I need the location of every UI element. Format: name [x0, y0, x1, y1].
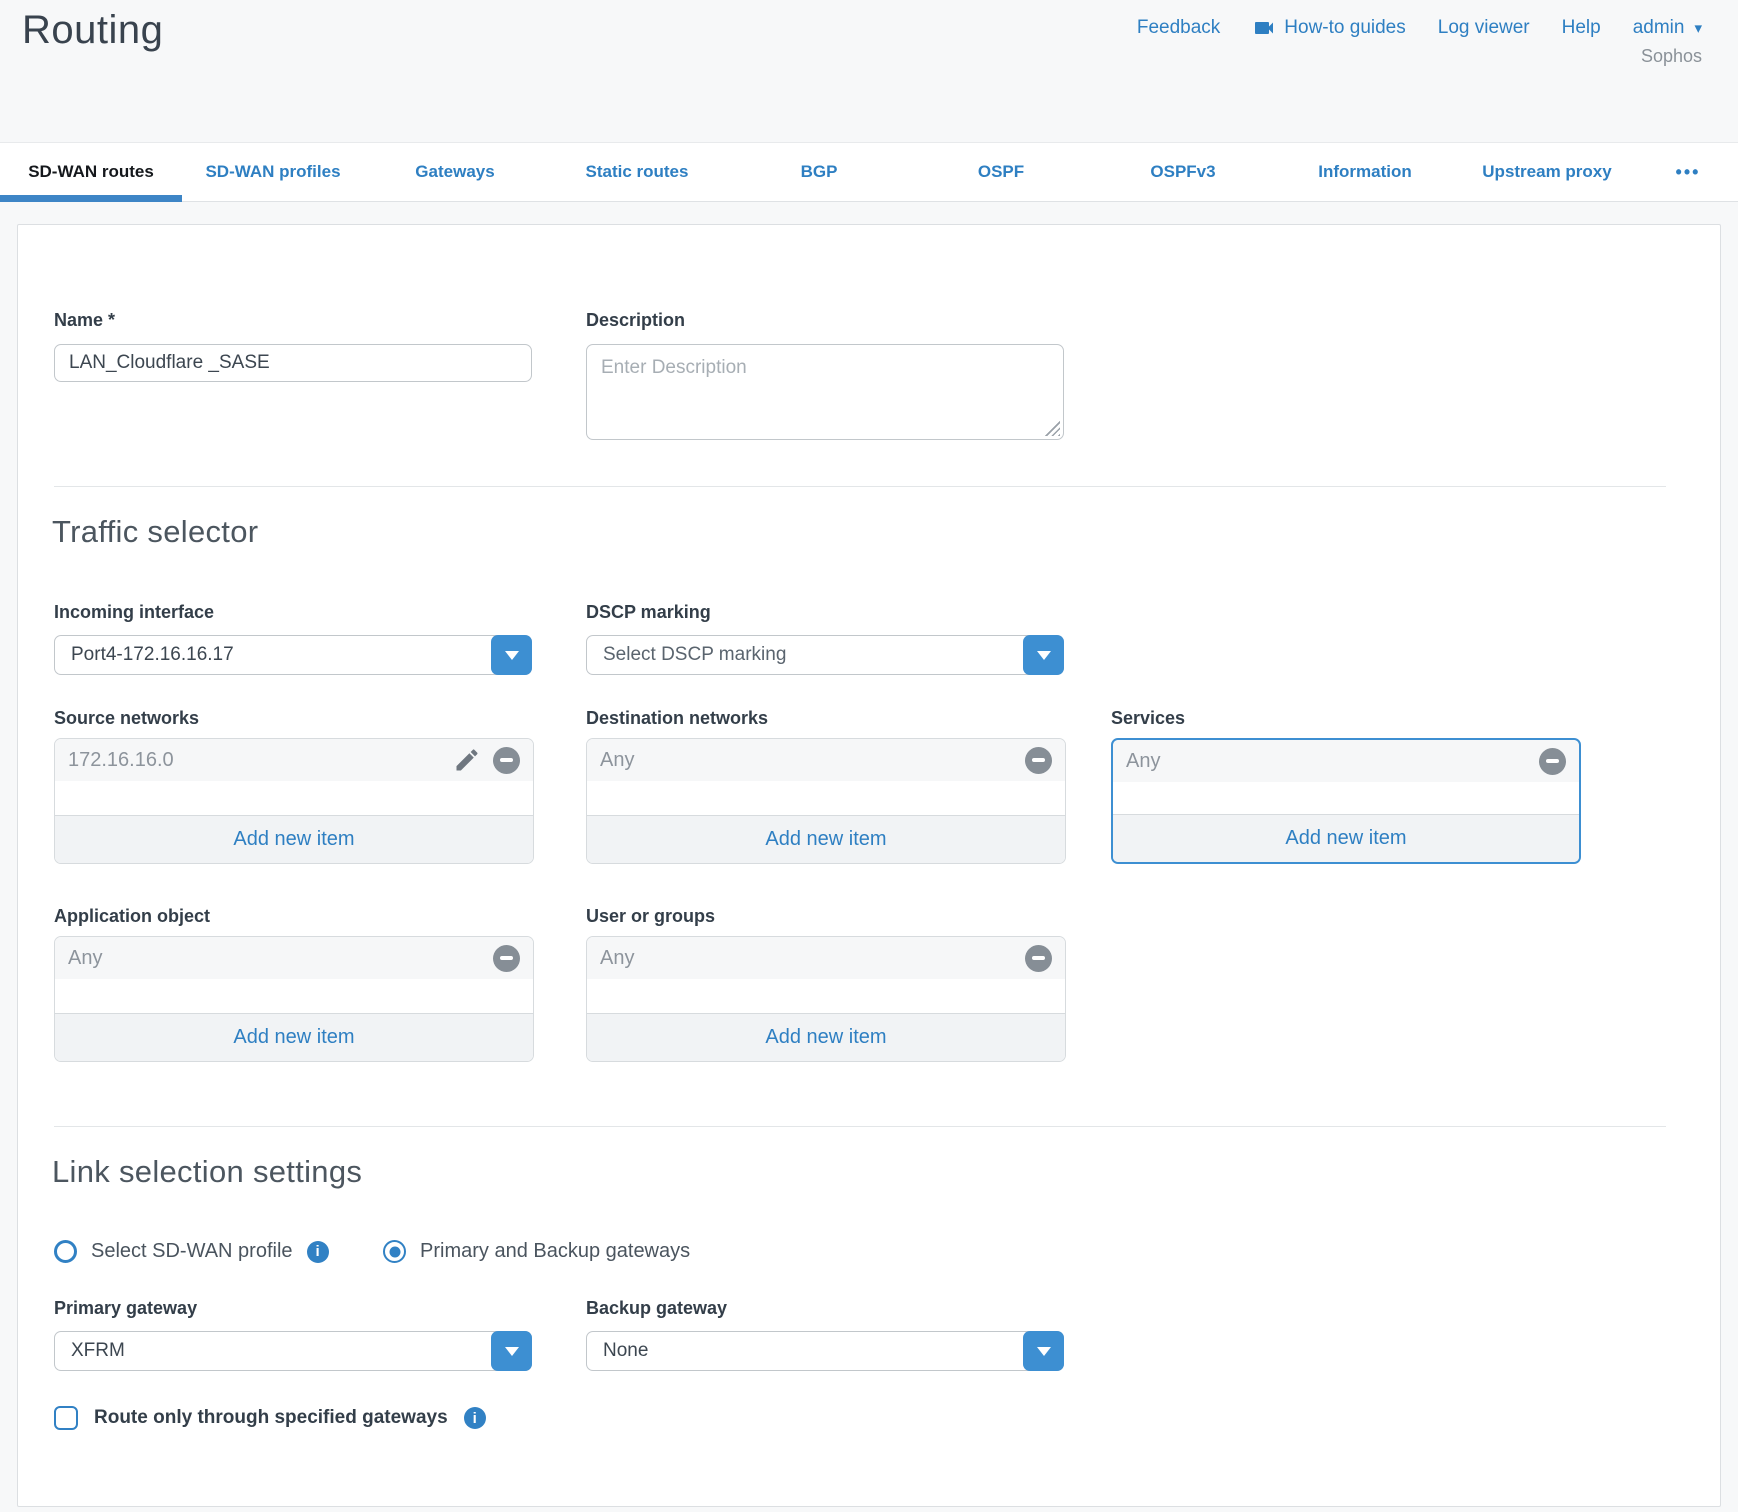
radio-primary-backup-gateways[interactable]: Primary and Backup gateways [383, 1240, 690, 1263]
primary-gateway-value: XFRM [71, 1340, 125, 1361]
name-input[interactable] [54, 344, 532, 382]
backup-gateway-label: Backup gateway [586, 1298, 728, 1318]
list-item-value: Any [1126, 749, 1161, 772]
route-only-label: Route only through specified gateways [94, 1407, 448, 1428]
brand-label: Sophos [1640, 46, 1702, 66]
section-divider [54, 486, 1666, 487]
page-title: Routing [22, 8, 164, 52]
minus-circle-icon[interactable] [1025, 746, 1052, 774]
list-item: Any [55, 937, 533, 979]
dscp-marking-value: Select DSCP marking [603, 644, 787, 665]
chevron-down-icon [504, 1346, 519, 1356]
minus-circle-icon[interactable] [1025, 944, 1052, 972]
dropdown-button[interactable] [1023, 635, 1064, 675]
admin-label: admin [1632, 17, 1685, 38]
description-input[interactable] [586, 344, 1064, 440]
howto-guides-label: How-to guides [1284, 17, 1406, 38]
tab-bar: SD-WAN routes SD-WAN profiles Gateways S… [0, 142, 1738, 202]
help-link[interactable]: Help [1561, 17, 1601, 38]
video-camera-icon [1252, 16, 1276, 40]
backup-gateway-value: None [603, 1340, 649, 1361]
log-viewer-link[interactable]: Log viewer [1437, 17, 1530, 38]
add-new-item-button[interactable]: Add new item [587, 815, 1065, 863]
tab-gateways[interactable]: Gateways [415, 162, 495, 181]
minus-circle-icon[interactable] [493, 746, 520, 774]
list-item: Any [587, 937, 1065, 979]
incoming-interface-value: Port4-172.16.16.17 [71, 644, 234, 665]
howto-guides-link[interactable]: How-to guides [1252, 16, 1406, 40]
admin-menu-button[interactable]: admin ▾ [1633, 17, 1702, 39]
more-tabs-button ellipsis-icon[interactable]: ••• [1675, 161, 1701, 182]
incoming-interface-select[interactable]: Port4-172.16.16.17 [54, 635, 532, 675]
list-item-value: 172.16.16.0 [68, 748, 174, 771]
dropdown-button[interactable] [1023, 1331, 1064, 1371]
add-new-item-button[interactable]: Add new item [55, 815, 533, 863]
primary-gateway-label: Primary gateway [54, 1298, 198, 1318]
tab-ospf[interactable]: OSPF [977, 162, 1025, 181]
add-new-item-button[interactable]: Add new item [587, 1013, 1065, 1061]
link-selection-heading: Link selection settings [52, 1154, 363, 1189]
chevron-down-icon: ▾ [1694, 20, 1702, 37]
add-new-item-button[interactable]: Add new item [55, 1013, 533, 1061]
name-label: Name * [54, 310, 116, 330]
traffic-selector-heading: Traffic selector [52, 514, 259, 549]
radio-icon [54, 1240, 77, 1263]
tab-information[interactable]: Information [1318, 162, 1412, 181]
chevron-down-icon [1036, 1346, 1051, 1356]
primary-gateway-select[interactable]: XFRM [54, 1331, 532, 1371]
user-or-groups-box: Any Add new item [586, 936, 1066, 1062]
minus-circle-icon[interactable] [1539, 747, 1566, 775]
destination-networks-box: Any Add new item [586, 738, 1066, 864]
description-label: Description [586, 310, 686, 330]
application-object-box: Any Add new item [54, 936, 534, 1062]
sdwan-route-form-card: Name * Description Traffic selector Inco… [17, 224, 1721, 1507]
feedback-link[interactable]: Feedback [1136, 17, 1221, 38]
radio-label: Primary and Backup gateways [420, 1240, 691, 1262]
add-new-item-button[interactable]: Add new item [1113, 814, 1579, 862]
dscp-marking-label: DSCP marking [586, 602, 711, 622]
source-networks-box: 172.16.16.0 Add new item [54, 738, 534, 864]
info-icon[interactable] [463, 1407, 486, 1429]
tab-static-routes[interactable]: Static routes [585, 162, 689, 181]
route-only-checkbox[interactable] [54, 1406, 78, 1430]
list-item: Any [1113, 740, 1579, 782]
list-item-value: Any [68, 946, 103, 969]
radio-label: Select SD-WAN profile [91, 1240, 293, 1262]
tab-ospfv3[interactable]: OSPFv3 [1150, 162, 1216, 181]
radio-select-sdwan-profile[interactable]: Select SD-WAN profile [54, 1240, 329, 1263]
chevron-down-icon [1036, 650, 1051, 660]
route-only-checkbox-row: Route only through specified gateways [54, 1406, 486, 1430]
tab-sdwan-routes[interactable]: SD-WAN routes [0, 143, 182, 202]
user-or-groups-label: User or groups [586, 906, 716, 926]
services-label: Services [1111, 708, 1186, 728]
dropdown-button[interactable] [491, 635, 532, 675]
tab-upstream-proxy[interactable]: Upstream proxy [1482, 162, 1612, 181]
tab-bgp[interactable]: BGP [800, 162, 838, 181]
list-item: 172.16.16.0 [55, 739, 533, 781]
dscp-marking-select[interactable]: Select DSCP marking [586, 635, 1064, 675]
list-item-value: Any [600, 946, 635, 969]
header-links: Feedback How-to guides Log viewer Help a… [1137, 16, 1702, 40]
tab-sdwan-profiles[interactable]: SD-WAN profiles [205, 162, 341, 181]
section-divider [54, 1126, 1666, 1127]
page-header: Routing Feedback How-to guides Log viewe… [0, 0, 1738, 142]
radio-icon [383, 1240, 406, 1263]
application-object-label: Application object [54, 906, 211, 926]
list-item: Any [587, 739, 1065, 781]
services-box: Any Add new item [1111, 738, 1581, 864]
incoming-interface-label: Incoming interface [54, 602, 215, 622]
chevron-down-icon [504, 650, 519, 660]
pencil-icon[interactable] [453, 746, 481, 774]
backup-gateway-select[interactable]: None [586, 1331, 1064, 1371]
source-networks-label: Source networks [54, 708, 200, 728]
info-icon[interactable] [306, 1240, 329, 1263]
destination-networks-label: Destination networks [586, 708, 769, 728]
minus-circle-icon[interactable] [493, 944, 520, 972]
dropdown-button[interactable] [491, 1331, 532, 1371]
list-item-value: Any [600, 748, 635, 771]
